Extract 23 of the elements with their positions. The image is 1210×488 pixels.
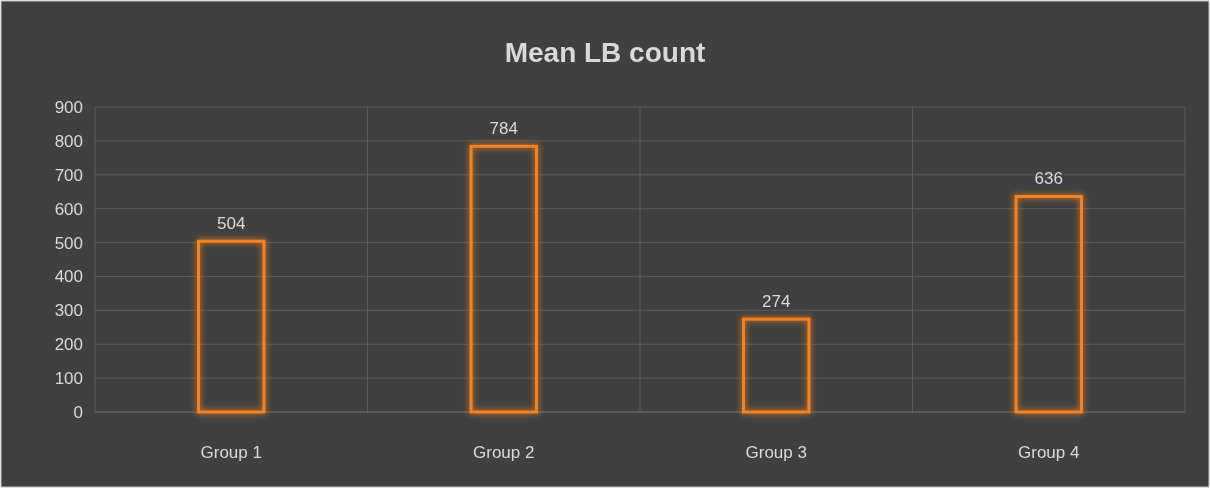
bar <box>197 239 266 414</box>
y-tick-label: 500 <box>54 233 83 253</box>
x-tick-label: Group 3 <box>745 443 807 462</box>
x-tick-label: Group 4 <box>1018 443 1080 462</box>
data-label: 636 <box>1034 169 1063 189</box>
y-tick-label: 0 <box>73 402 83 422</box>
y-tick-label: 600 <box>54 199 83 219</box>
y-tick-label: 100 <box>54 369 83 389</box>
chart-title: Mean LB count <box>504 37 706 68</box>
x-tick-label: Group 1 <box>200 443 262 462</box>
data-label: 274 <box>762 292 791 312</box>
data-label: 504 <box>217 214 246 234</box>
bar <box>1014 194 1083 414</box>
data-label: 784 <box>489 119 518 139</box>
y-tick-label: 900 <box>54 97 83 117</box>
y-tick-label: 400 <box>54 267 83 287</box>
y-tick-label: 700 <box>54 165 83 185</box>
bar <box>469 144 538 414</box>
y-tick-label: 800 <box>54 131 83 151</box>
y-tick-label: 300 <box>54 301 83 321</box>
y-tick-label: 200 <box>54 335 83 355</box>
bar <box>742 317 811 414</box>
x-tick-label: Group 2 <box>473 443 535 462</box>
